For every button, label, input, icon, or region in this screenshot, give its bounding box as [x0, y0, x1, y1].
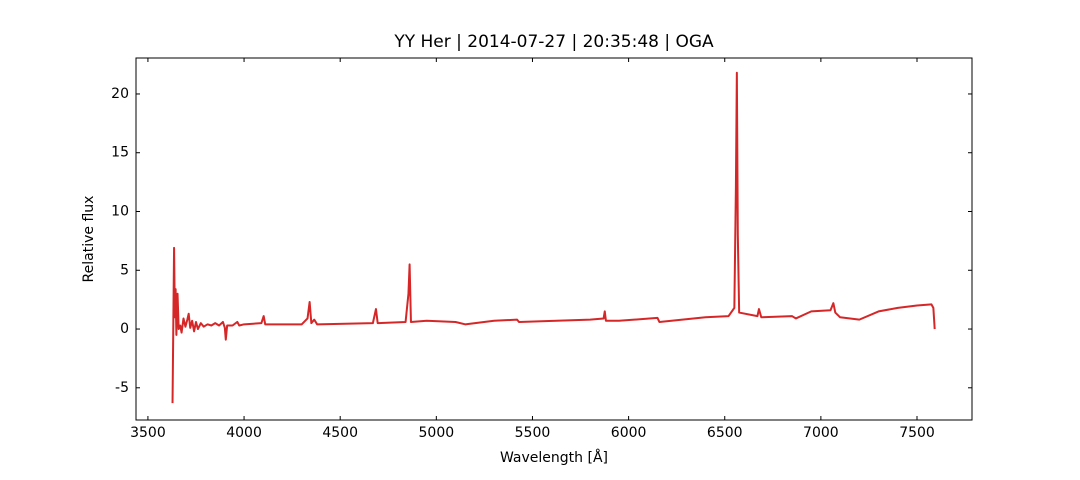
x-tick-label: 4000: [226, 425, 262, 441]
x-tick-label: 7000: [803, 425, 839, 441]
x-tick-label: 3500: [130, 425, 166, 441]
x-tick-label: 6000: [611, 425, 647, 441]
y-tick-label: 20: [111, 86, 129, 102]
chart-title: YY Her | 2014-07-27 | 20:35:48 | OGA: [393, 32, 714, 52]
y-tick-label: 15: [111, 145, 129, 161]
y-tick-label: 10: [111, 203, 129, 219]
plot-frame: [135, 57, 973, 421]
y-axis-label: Relative flux: [81, 196, 97, 283]
x-tick-label: 6500: [707, 425, 743, 441]
x-tick-label: 7500: [899, 425, 935, 441]
x-tick-label: 5500: [515, 425, 551, 441]
y-tick-label: -5: [115, 380, 129, 396]
x-axis-label: Wavelength [Å]: [500, 449, 608, 466]
y-tick-label: 0: [120, 321, 129, 337]
spectrum-line: [171, 71, 936, 404]
x-tick-label: 4500: [322, 425, 358, 441]
y-tick-label: 5: [120, 262, 129, 278]
x-tick-label: 5000: [419, 425, 455, 441]
